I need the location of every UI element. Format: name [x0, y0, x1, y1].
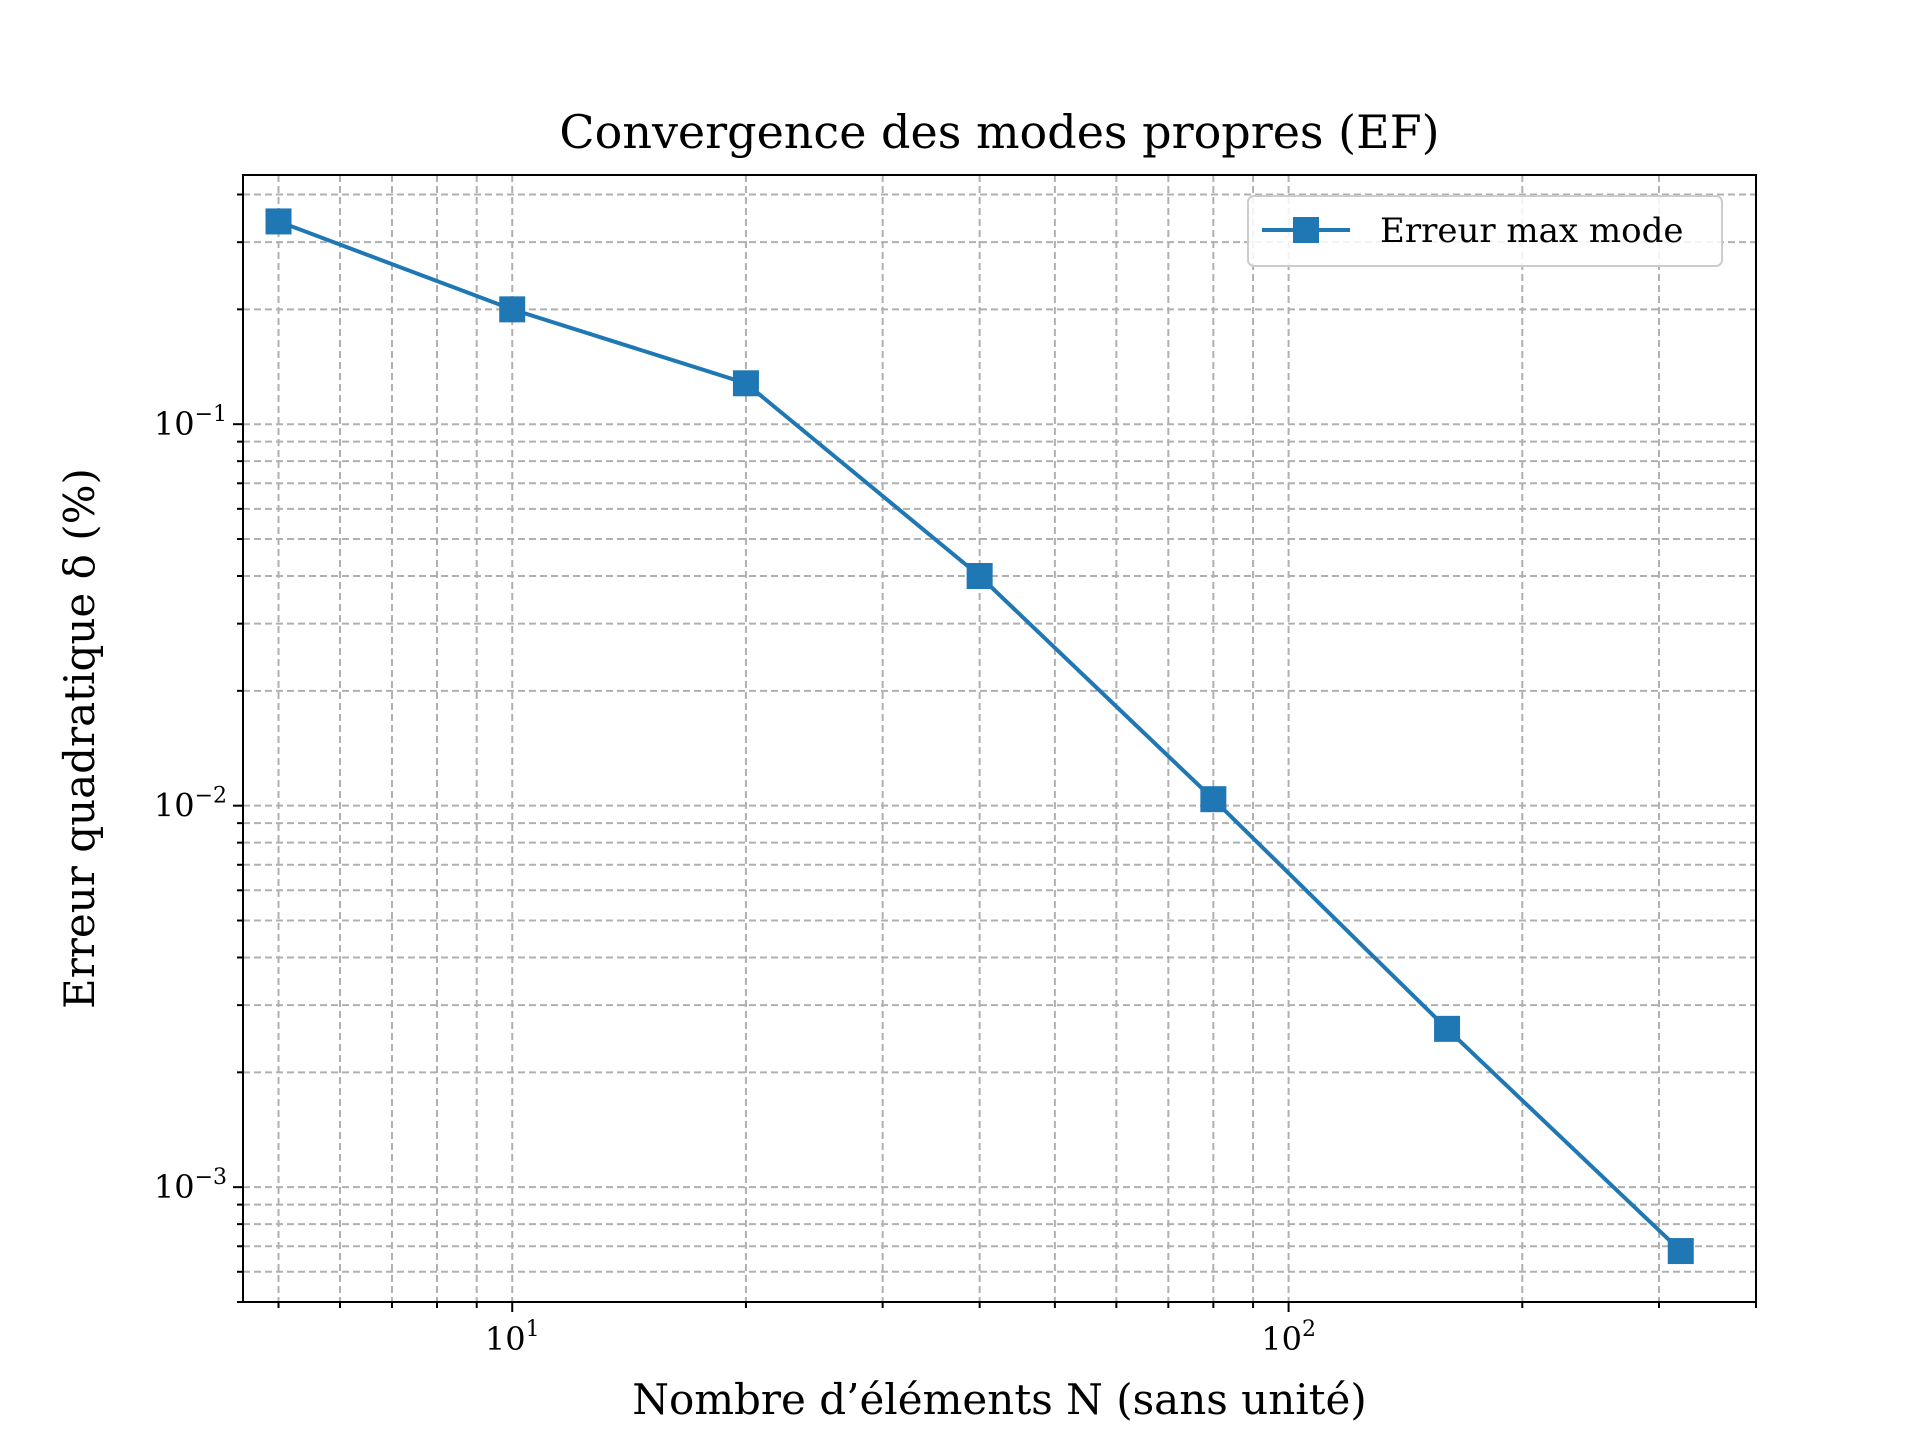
- legend: Erreur max mode: [1247, 195, 1723, 267]
- y-tick-label: 10−2: [154, 784, 227, 825]
- y-axis-label: Erreur quadratique δ (%): [55, 468, 104, 1009]
- data-point: [265, 208, 292, 235]
- ticks: 101 102 10−1 10−2 10−3: [154, 193, 1757, 1358]
- data-point: [1200, 786, 1227, 813]
- x-axis-label: Nombre d’éléments N (sans unité): [632, 1375, 1367, 1424]
- data-point: [1667, 1238, 1694, 1265]
- x-tick-label: 101: [485, 1317, 540, 1358]
- legend-box: [1247, 195, 1723, 267]
- grid: [243, 175, 1757, 1303]
- data-point: [732, 370, 759, 397]
- y-tick-label: 10−3: [154, 1165, 227, 1206]
- data-point: [499, 296, 526, 323]
- y-tick-label: 10−1: [154, 402, 227, 443]
- plot-frame: [242, 174, 1757, 1303]
- data-point: [966, 562, 993, 589]
- chart-title: Convergence des modes propres (EF): [559, 105, 1439, 159]
- legend-label: Erreur max mode: [1380, 211, 1684, 251]
- series: [265, 208, 1694, 1265]
- legend-marker: [1293, 217, 1319, 243]
- x-tick-label: 102: [1261, 1317, 1316, 1358]
- data-point: [1434, 1015, 1461, 1042]
